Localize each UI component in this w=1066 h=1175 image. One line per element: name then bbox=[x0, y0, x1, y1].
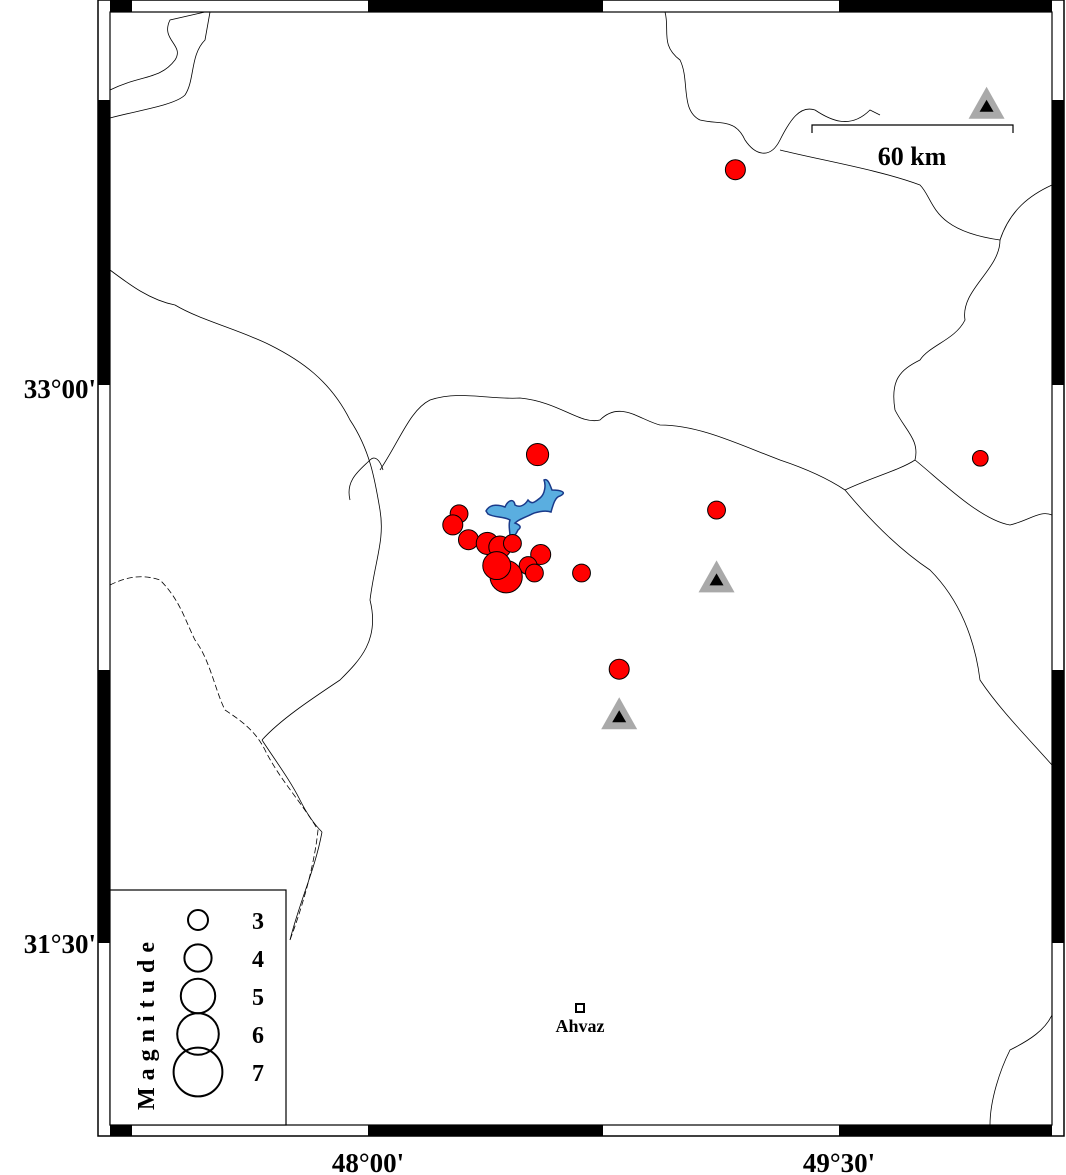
earthquake-event bbox=[572, 563, 591, 583]
legend-label: 7 bbox=[252, 1061, 264, 1087]
legend-circle-icon bbox=[187, 909, 209, 931]
seismic-stations bbox=[601, 86, 1005, 730]
scale-bar bbox=[811, 124, 1014, 133]
earthquake-event bbox=[608, 658, 630, 680]
earthquake-event bbox=[457, 529, 479, 551]
international-border bbox=[109, 576, 319, 941]
legend-circle-icon bbox=[183, 943, 213, 973]
earthquake-events bbox=[442, 159, 989, 680]
legend-title: Magnitude bbox=[134, 935, 160, 1110]
city-marker-icon bbox=[575, 1003, 585, 1013]
lat-label-31-30: 31°30' bbox=[24, 929, 96, 959]
earthquake-event bbox=[525, 563, 544, 583]
station-triangle-icon bbox=[601, 697, 638, 730]
city-label: Ahvaz bbox=[556, 1016, 605, 1036]
legend-label: 3 bbox=[252, 909, 264, 935]
lon-label-49-30: 49°30' bbox=[803, 1148, 875, 1175]
legend-label: 6 bbox=[252, 1023, 264, 1049]
earthquake-event bbox=[442, 514, 464, 536]
legend-circle-icon bbox=[176, 1012, 220, 1056]
legend-label: 4 bbox=[252, 947, 264, 973]
magnitude-legend: Magnitude 3 4 5 6 7 bbox=[109, 889, 287, 1126]
earthquake-event bbox=[482, 551, 512, 581]
earthquake-event bbox=[503, 533, 522, 553]
legend-label: 5 bbox=[252, 985, 264, 1011]
frame-ticks bbox=[98, 0, 1064, 1136]
earthquake-event bbox=[530, 544, 552, 565]
legend-circle-icon bbox=[172, 1046, 224, 1098]
scale-bar-label: 60 km bbox=[878, 142, 947, 171]
earthquake-event bbox=[724, 159, 746, 181]
earthquake-event bbox=[525, 443, 550, 467]
earthquake-event bbox=[707, 500, 726, 520]
station-triangle-icon bbox=[698, 560, 735, 593]
lat-label-33-00: 33°00' bbox=[24, 374, 96, 404]
earthquake-event bbox=[971, 449, 989, 467]
station-triangle-icon bbox=[968, 86, 1005, 119]
lon-label-48-00: 48°00' bbox=[332, 1148, 404, 1175]
province-borders bbox=[109, 11, 1053, 1126]
